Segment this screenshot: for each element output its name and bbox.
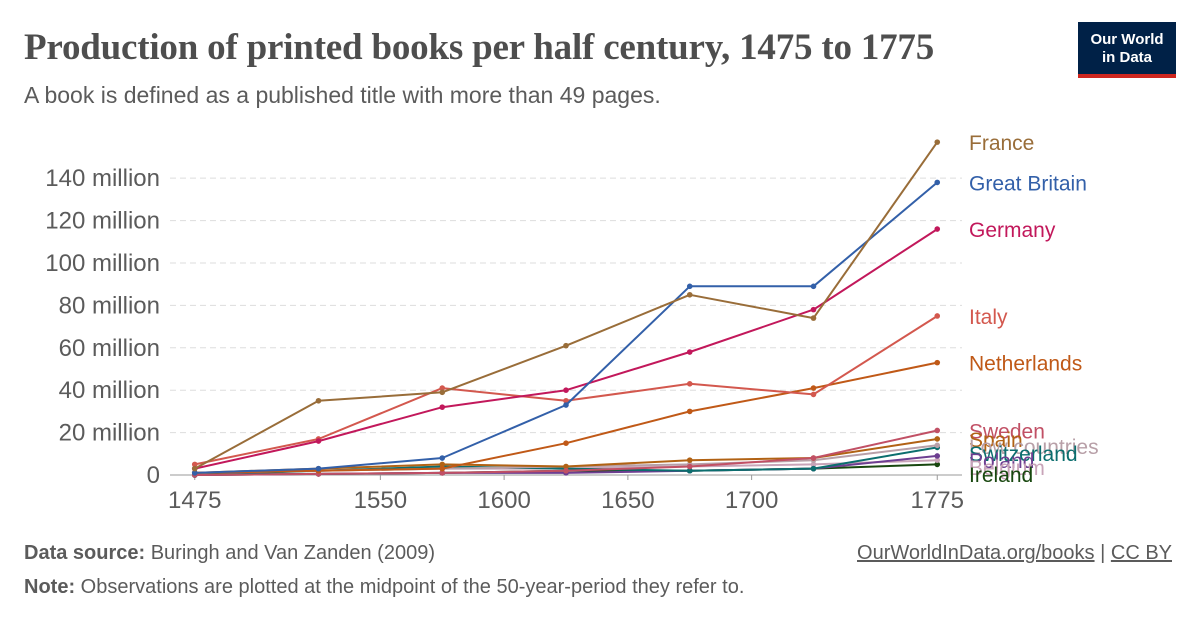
y-tick-label: 60 million bbox=[59, 335, 160, 362]
series-end-label: France bbox=[969, 132, 1034, 155]
data-point bbox=[934, 359, 941, 366]
data-point bbox=[439, 465, 446, 472]
data-point bbox=[191, 470, 198, 476]
y-tick-label: 20 million bbox=[59, 420, 160, 447]
data-point bbox=[686, 283, 693, 290]
series-end-label: Italy bbox=[969, 306, 1008, 329]
data-point bbox=[810, 461, 817, 468]
data-point bbox=[934, 139, 941, 145]
series-end-label: Low countries bbox=[969, 436, 1099, 459]
series-end-label: Ireland bbox=[969, 464, 1033, 487]
series-end-label: Spain bbox=[969, 429, 1023, 452]
owid-logo[interactable]: Our World in Data bbox=[1078, 22, 1176, 78]
series-end-label: Poland bbox=[969, 450, 1034, 473]
y-tick-label: 140 million bbox=[45, 165, 160, 192]
series-end-label: Netherlands bbox=[969, 353, 1082, 376]
data-point bbox=[686, 408, 693, 415]
series-end-label: Great Britain bbox=[969, 172, 1087, 195]
data-point bbox=[439, 455, 446, 461]
data-point bbox=[439, 404, 446, 410]
series-end-label: Switzerland bbox=[969, 443, 1078, 466]
y-tick-label: 80 million bbox=[59, 292, 160, 319]
x-tick-label: 1475 bbox=[168, 487, 221, 514]
data-point bbox=[934, 461, 941, 468]
license-link[interactable]: CC BY bbox=[1110, 542, 1172, 564]
data-point bbox=[810, 465, 817, 472]
source-line: Data source: Buringh and Van Zanden (200… bbox=[24, 542, 435, 565]
data-point bbox=[315, 397, 322, 404]
grid-layer bbox=[170, 177, 962, 480]
series-layer bbox=[191, 139, 941, 478]
data-point bbox=[934, 427, 941, 434]
chart-title: Production of printed books per half cen… bbox=[24, 27, 935, 68]
y-tick-label: 120 million bbox=[45, 208, 160, 235]
data-point bbox=[934, 313, 941, 319]
data-point bbox=[934, 226, 941, 232]
data-point bbox=[810, 455, 817, 461]
data-point bbox=[439, 461, 446, 468]
label-layer: France Great Britain Germany Italy Netherlan… bbox=[969, 132, 1099, 487]
data-point bbox=[563, 402, 569, 408]
line-chart: 0 20 million 40 million 60 million 80 millio… bbox=[45, 132, 1099, 514]
data-point bbox=[810, 385, 817, 391]
note-line: Note: Observations are plotted at the mi… bbox=[24, 576, 744, 599]
source-text: Buringh and Van Zanden (2009) bbox=[150, 542, 435, 564]
x-tick-label: 1775 bbox=[911, 487, 964, 514]
footer-separator: | bbox=[1100, 542, 1106, 564]
data-point bbox=[810, 391, 817, 398]
y-tick-label: 40 million bbox=[59, 377, 160, 404]
data-point bbox=[934, 457, 941, 463]
data-point bbox=[686, 457, 693, 463]
data-point bbox=[563, 397, 569, 404]
x-tick-label: 1650 bbox=[601, 487, 654, 514]
data-point bbox=[439, 470, 446, 476]
data-point bbox=[686, 463, 693, 470]
data-point bbox=[686, 291, 693, 298]
data-point bbox=[439, 389, 446, 396]
data-point bbox=[191, 461, 198, 468]
data-point bbox=[686, 381, 693, 387]
tick-layer: 0 20 million 40 million 60 million 80 millio… bbox=[45, 165, 964, 514]
x-tick-label: 1550 bbox=[354, 487, 407, 514]
footer-links: OurWorldInData.org/books | CC BY bbox=[857, 542, 1172, 565]
data-point bbox=[810, 306, 817, 313]
data-point bbox=[934, 453, 941, 459]
data-point bbox=[563, 387, 569, 393]
data-point bbox=[934, 436, 941, 442]
data-point bbox=[810, 283, 817, 290]
note-label: Note: bbox=[24, 576, 76, 598]
data-point bbox=[810, 315, 817, 321]
logo-line-2: in Data bbox=[1101, 49, 1152, 66]
logo-line-1: Our World bbox=[1090, 31, 1164, 48]
series-end-label: Belgium bbox=[969, 457, 1045, 480]
chart-subtitle: A book is defined as a published title w… bbox=[24, 82, 661, 108]
series-line bbox=[194, 181, 938, 474]
books-link[interactable]: OurWorldInData.org/books bbox=[857, 542, 1095, 564]
data-point bbox=[563, 342, 569, 349]
source-label: Data source: bbox=[24, 542, 146, 564]
x-tick-label: 1600 bbox=[477, 487, 530, 514]
data-point bbox=[191, 465, 198, 472]
data-point bbox=[315, 465, 322, 472]
series-end-label: Germany bbox=[969, 219, 1056, 242]
series-end-label: Sweden bbox=[969, 420, 1045, 443]
data-point bbox=[686, 467, 693, 474]
x-tick-label: 1700 bbox=[725, 487, 778, 514]
y-tick-label: 100 million bbox=[45, 250, 160, 277]
data-point bbox=[934, 179, 941, 186]
data-point bbox=[934, 442, 941, 449]
data-point bbox=[686, 349, 693, 355]
data-point bbox=[439, 385, 446, 391]
data-point bbox=[563, 467, 569, 474]
note-text: Observations are plotted at the midpoint… bbox=[80, 576, 745, 598]
data-point bbox=[563, 440, 569, 446]
data-point bbox=[563, 463, 569, 470]
y-tick-label: 0 bbox=[147, 462, 160, 489]
data-point bbox=[315, 438, 322, 444]
